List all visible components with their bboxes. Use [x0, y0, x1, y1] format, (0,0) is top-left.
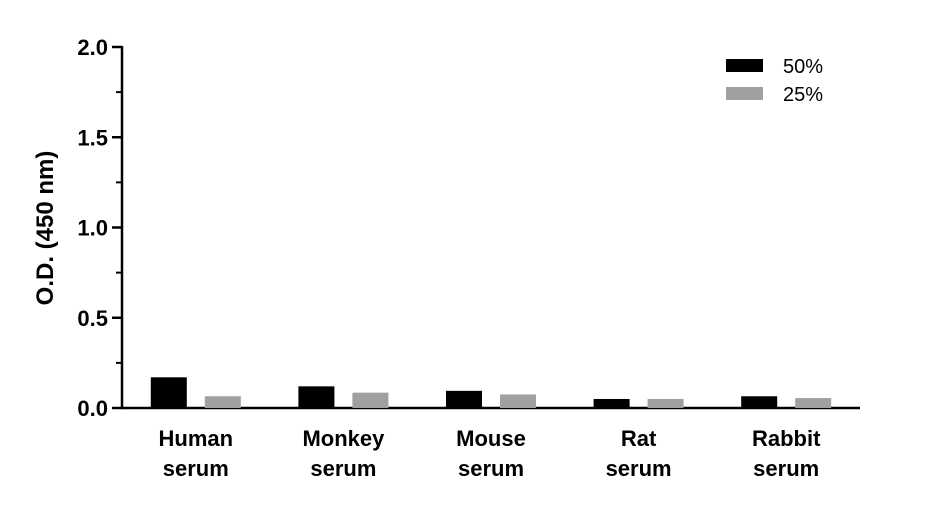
category-label: serum	[606, 456, 672, 481]
y-tick-label: 1.5	[77, 125, 108, 150]
y-axis-title: O.D. (450 nm)	[32, 151, 59, 306]
bar-50pct-2	[446, 390, 482, 408]
bar-25pct-1	[352, 392, 389, 408]
category-label: serum	[163, 456, 229, 481]
category-label: Monkey	[302, 426, 385, 451]
y-tick-label: 0.5	[77, 306, 108, 331]
bar-25pct-2	[500, 394, 536, 408]
bar-25pct-3	[647, 398, 684, 408]
bar-25pct-4	[795, 398, 832, 408]
bar-25pct-0	[204, 396, 241, 408]
bars	[150, 377, 832, 408]
y-tick-label: 0.0	[77, 396, 108, 421]
y-tick-label: 1.0	[77, 216, 108, 241]
category-label: Rabbit	[752, 426, 821, 451]
legend-label: 25%	[783, 84, 823, 106]
bar-50pct-1	[298, 386, 335, 408]
legend-swatch	[726, 59, 763, 72]
category-label: Human	[159, 426, 234, 451]
y-tick-label: 2.0	[77, 35, 108, 60]
category-label: serum	[310, 456, 376, 481]
bar-50pct-4	[741, 396, 778, 408]
category-label: Mouse	[456, 426, 526, 451]
category-label: Rat	[621, 426, 657, 451]
category-label: serum	[458, 456, 524, 481]
legend-swatch	[726, 87, 763, 100]
bar-50pct-0	[150, 377, 187, 408]
category-labels: Human serum Monkey serum Mouse serum Rat serum R…	[159, 426, 822, 481]
category-label: serum	[753, 456, 819, 481]
bar-50pct-3	[593, 398, 630, 408]
legend-label: 50%	[783, 56, 823, 78]
legend: 50%25%	[726, 56, 823, 106]
y-axis: 0.0 0.5 1.0 1.5 2.0	[77, 35, 124, 421]
